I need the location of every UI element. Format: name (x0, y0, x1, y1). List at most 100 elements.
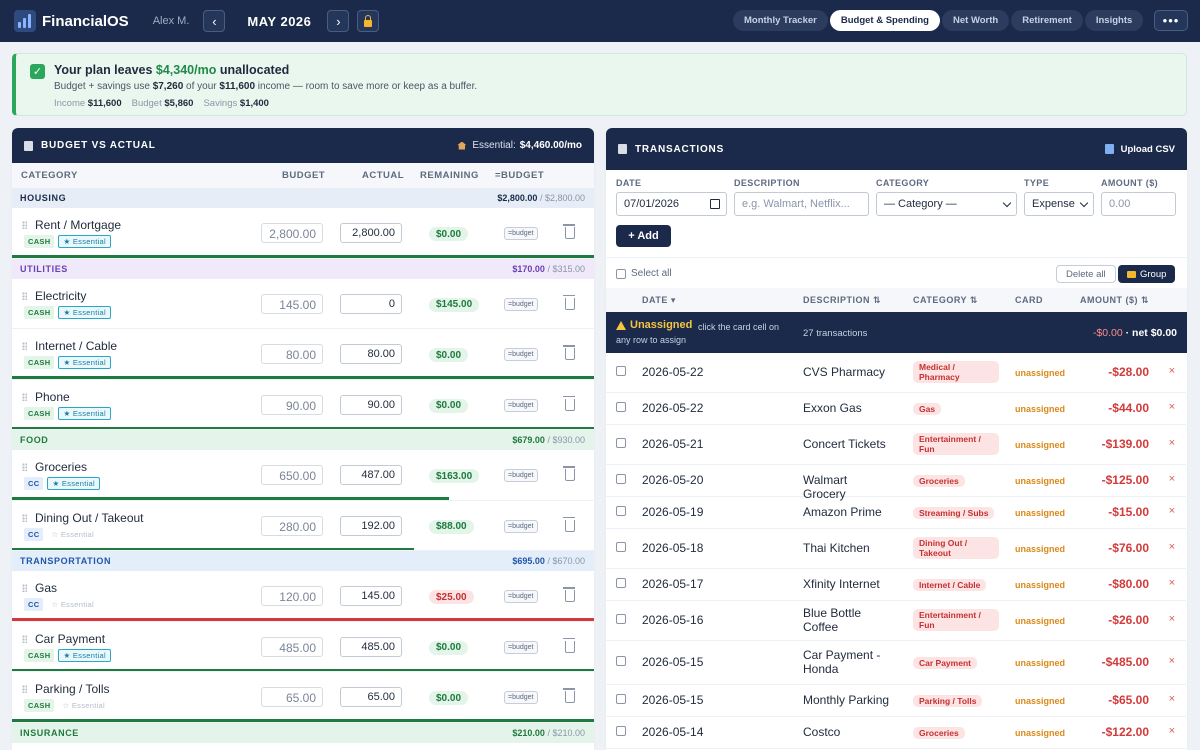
tab-budget-spending[interactable]: Budget & Spending (829, 10, 940, 31)
delete-row-icon[interactable]: × (1168, 725, 1175, 737)
add-transaction-button[interactable]: + Add (616, 225, 671, 247)
amount-input[interactable]: 0.00 (1101, 192, 1176, 216)
payment-method-badge[interactable]: CC (24, 477, 44, 490)
card-cell[interactable]: unassigned (1015, 476, 1066, 486)
delete-row-icon[interactable]: × (1168, 401, 1175, 413)
row-checkbox[interactable] (616, 726, 626, 736)
group-header-transportation[interactable]: TRANSPORTATION $695.00 / $670.00 (12, 551, 594, 571)
transaction-row[interactable]: 2026-05-16 Blue Bottle Coffee Entertainmen… (606, 601, 1186, 641)
drag-handle-icon[interactable] (22, 513, 27, 522)
transaction-row[interactable]: 2026-05-18 Thai Kitchen Dining Out / Takeo… (606, 529, 1186, 569)
transaction-row[interactable]: 2026-05-22 Exxon Gas Gas unassigned -$44.00 × (606, 393, 1186, 425)
payment-method-badge[interactable]: CASH (24, 235, 55, 248)
transaction-row[interactable]: 2026-05-22 CVS Pharmacy Medical / Pharmacy… (606, 353, 1186, 393)
drag-handle-icon[interactable] (22, 685, 27, 693)
payment-method-badge[interactable]: CC (24, 598, 44, 611)
payment-method-badge[interactable]: CASH (24, 305, 55, 319)
trash-icon[interactable] (563, 345, 575, 360)
drag-handle-icon[interactable] (22, 463, 27, 471)
category-badge[interactable]: Groceries (913, 475, 965, 487)
card-cell[interactable]: unassigned (1015, 440, 1066, 450)
drag-handle-icon[interactable] (22, 392, 27, 401)
description-input[interactable]: e.g. Walmart, Netflix... (734, 192, 869, 216)
card-cell[interactable]: unassigned (1015, 696, 1066, 706)
essential-toggle[interactable]: ★ Essential (58, 648, 111, 662)
category-badge[interactable]: Groceries (913, 727, 965, 739)
trash-icon[interactable] (563, 395, 575, 411)
group-button[interactable]: Group (1118, 265, 1176, 283)
set-equal-budget-button[interactable]: =budget (504, 227, 538, 240)
actual-input[interactable]: 2,800.00 (340, 223, 402, 243)
drag-handle-icon[interactable] (22, 342, 27, 350)
row-checkbox[interactable] (616, 366, 626, 376)
transaction-row[interactable]: 2026-05-15 Car Payment - Honda Car Payment… (606, 641, 1186, 685)
category-badge[interactable]: Dining Out / Takeout (913, 537, 999, 559)
essential-toggle[interactable]: ☆ Essential (51, 529, 94, 539)
actual-input[interactable]: 192.00 (340, 515, 402, 536)
budget-input[interactable]: 80.00 (261, 344, 323, 364)
category-badge[interactable]: Entertainment / Fun (913, 433, 999, 455)
delete-row-icon[interactable]: × (1168, 541, 1175, 553)
actual-input[interactable]: 487.00 (340, 465, 402, 485)
category-badge[interactable]: Entertainment / Fun (913, 609, 999, 631)
actual-input[interactable]: 0 (340, 293, 402, 314)
drag-handle-icon[interactable] (22, 584, 27, 592)
essential-toggle[interactable]: ☆ Essential (62, 701, 105, 710)
select-all[interactable]: Select all (616, 268, 672, 279)
user-name[interactable]: Alex M. (152, 15, 190, 27)
card-cell[interactable]: unassigned (1015, 616, 1066, 626)
delete-row-icon[interactable]: × (1168, 655, 1175, 667)
sort-description-header[interactable]: DESCRIPTION ⇅ (803, 295, 882, 305)
drag-handle-icon[interactable] (22, 221, 27, 229)
category-badge[interactable]: Medical / Pharmacy (913, 361, 999, 383)
lock-button[interactable] (357, 10, 380, 32)
app-logo[interactable]: FinancialOS (14, 10, 129, 32)
row-checkbox[interactable] (616, 578, 626, 588)
card-cell[interactable]: unassigned (1015, 728, 1066, 738)
drag-handle-icon[interactable] (22, 634, 27, 643)
select-all-checkbox[interactable] (616, 268, 626, 279)
trash-icon[interactable] (563, 587, 575, 602)
prev-month-button[interactable]: ‹ (203, 10, 226, 32)
delete-row-icon[interactable]: × (1168, 693, 1175, 705)
essential-toggle[interactable]: ★ Essential (58, 305, 111, 319)
category-select[interactable]: — Category — (876, 192, 1017, 216)
delete-row-icon[interactable]: × (1168, 613, 1175, 625)
trash-icon[interactable] (563, 294, 575, 310)
trash-icon[interactable] (563, 224, 575, 239)
essential-toggle[interactable]: ☆ Essential (51, 600, 94, 609)
category-badge[interactable]: Parking / Tolls (913, 695, 983, 707)
essential-toggle[interactable]: ★ Essential (47, 477, 100, 490)
budget-input[interactable]: 120.00 (261, 586, 323, 606)
set-equal-budget-button[interactable]: =budget (504, 398, 538, 412)
set-equal-budget-button[interactable]: =budget (504, 519, 538, 533)
payment-method-badge[interactable]: CASH (24, 648, 55, 662)
essential-toggle[interactable]: ★ Essential (58, 235, 111, 248)
budget-input[interactable]: 485.00 (261, 636, 323, 657)
category-badge[interactable]: Streaming / Subs (913, 507, 995, 519)
budget-input[interactable]: 90.00 (261, 394, 323, 415)
delete-row-icon[interactable]: × (1168, 473, 1175, 485)
category-badge[interactable]: Internet / Cable (913, 579, 987, 591)
budget-input[interactable]: 2,800.00 (261, 223, 323, 243)
transaction-row[interactable]: 2026-05-19 Amazon Prime Streaming / Subs un… (606, 497, 1186, 529)
row-checkbox[interactable] (616, 402, 626, 412)
transaction-row[interactable]: 2026-05-14 Costco Groceries unassigned -$122… (606, 717, 1186, 749)
set-equal-budget-button[interactable]: =budget (504, 640, 538, 654)
trash-icon[interactable] (563, 688, 575, 703)
essential-toggle[interactable]: ★ Essential (58, 356, 111, 369)
sort-date-header[interactable]: DATE ▾ (642, 295, 676, 305)
essential-toggle[interactable]: ★ Essential (58, 406, 111, 420)
set-equal-budget-button[interactable]: =budget (504, 469, 538, 482)
budget-input[interactable]: 650.00 (261, 465, 323, 485)
transaction-row[interactable]: 2026-05-15 Monthly Parking Parking / Tolls… (606, 685, 1186, 717)
actual-input[interactable]: 65.00 (340, 687, 402, 707)
sort-category-header[interactable]: CATEGORY ⇅ (913, 295, 978, 305)
row-checkbox[interactable] (616, 656, 626, 666)
tab-insights[interactable]: Insights (1084, 10, 1144, 31)
actual-input[interactable]: 90.00 (340, 394, 402, 415)
delete-row-icon[interactable]: × (1168, 505, 1175, 517)
group-header-utilities[interactable]: UTILITIES $170.00 / $315.00 (12, 258, 594, 279)
tab-net-worth[interactable]: Net Worth (942, 10, 1010, 31)
delete-all-button[interactable]: Delete all (1056, 265, 1116, 283)
